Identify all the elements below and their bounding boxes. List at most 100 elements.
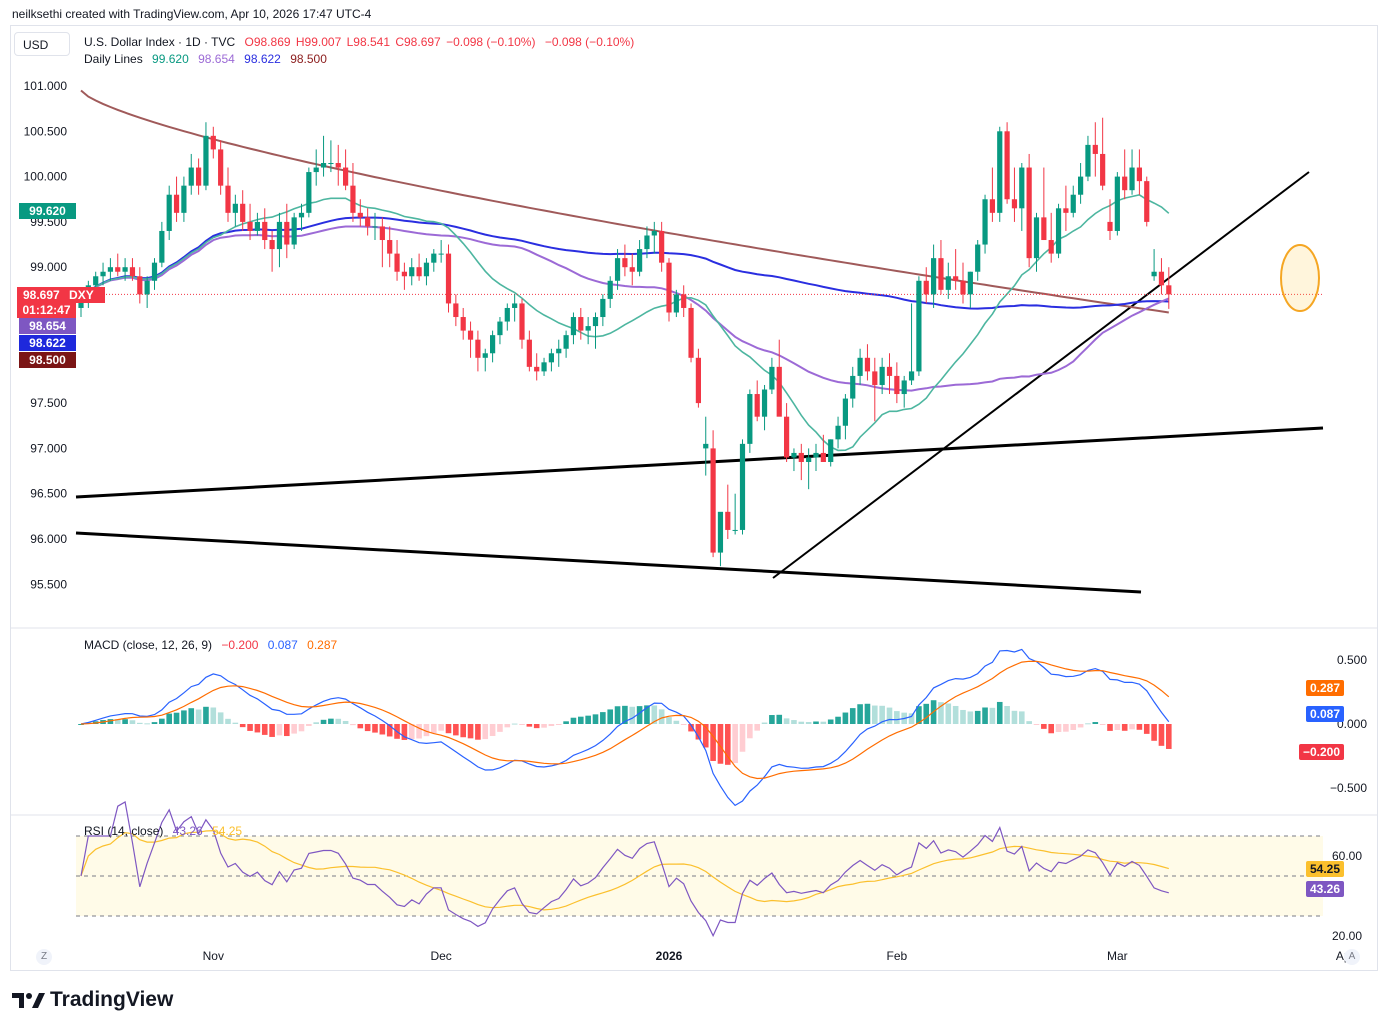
candle-body: [754, 394, 760, 417]
macd-histogram-bar: [1099, 724, 1106, 725]
candle-body: [151, 262, 158, 281]
candle-body: [938, 258, 944, 290]
candle-body: [1129, 167, 1135, 191]
candle-body: [291, 217, 297, 245]
candle-body: [467, 330, 474, 340]
daily-lines-v2: 98.654: [198, 52, 235, 66]
candle-body: [409, 267, 415, 277]
candle-body: [519, 303, 525, 340]
daily-lines-label[interactable]: Daily Lines: [84, 52, 143, 66]
candle-body: [872, 371, 878, 385]
x-axis-label: Mar: [1107, 949, 1128, 963]
macd-histogram-bar: [350, 724, 356, 726]
candle-body: [1122, 176, 1128, 191]
candle-body: [600, 298, 606, 318]
auto-scale-button[interactable]: A: [1344, 949, 1360, 965]
macd-histogram-bar: [166, 713, 172, 724]
price-tick-label: 100.500: [24, 124, 68, 138]
macd-histogram-bar: [320, 719, 327, 724]
macd-tick-label: 0.500: [1337, 653, 1367, 667]
candle-body: [320, 163, 327, 168]
macd-histogram-bar: [269, 724, 275, 737]
macd-histogram-bar: [1033, 724, 1040, 725]
candle-body: [813, 452, 819, 458]
candle-body: [490, 335, 496, 354]
candle-body: [475, 339, 481, 358]
candle-body: [960, 280, 966, 295]
candle-body: [512, 303, 518, 308]
macd-histogram-bar: [533, 724, 540, 729]
candle-body: [284, 221, 290, 245]
macd-histogram-bar: [144, 723, 150, 725]
candle-body: [93, 276, 99, 286]
candle-body: [306, 172, 312, 213]
macd-line-value: 0.087: [267, 638, 298, 652]
candle-body: [975, 244, 981, 272]
macd-histogram-bar: [563, 721, 569, 724]
macd-histogram-bar: [284, 724, 290, 737]
x-axis-label: Nov: [203, 949, 224, 963]
macd-histogram-bar: [460, 724, 466, 738]
macd-histogram-bar: [916, 706, 922, 724]
macd-histogram-bar: [504, 724, 511, 728]
symbol-title[interactable]: U.S. Dollar Index · 1D · TVC: [84, 35, 236, 49]
daily-lines-v1: 99.620: [152, 52, 189, 66]
tradingview-logo[interactable]: TradingView: [12, 988, 173, 1012]
macd-histogram-bar: [945, 703, 952, 724]
macd-histogram-bar: [364, 724, 371, 732]
candle-body: [357, 212, 363, 218]
rsi-title[interactable]: RSI (14, close): [84, 824, 164, 838]
rsi-ma-line: [80, 829, 1169, 911]
candle-body: [372, 226, 378, 228]
macd-histogram-bar: [923, 703, 930, 724]
daily-lines-legend: Daily Lines 99.620 98.654 98.622 98.500: [84, 52, 333, 66]
price-label-sma200: 98.500: [19, 352, 76, 368]
candle-body: [894, 375, 900, 395]
macd-histogram-bar: [1158, 724, 1165, 746]
candle-body: [659, 230, 665, 263]
candle-body: [107, 267, 113, 272]
candle-body: [298, 212, 305, 218]
macd-histogram-bar: [835, 716, 841, 724]
macd-histogram-bar: [849, 708, 856, 724]
candle-body: [629, 267, 635, 272]
macd-histogram-bar: [717, 724, 724, 764]
candle-body: [78, 298, 84, 308]
macd-histogram-bar: [453, 724, 459, 736]
macd-histogram-bar: [408, 724, 415, 740]
candle-body: [401, 271, 407, 277]
candle-body: [828, 439, 834, 462]
macd-histogram-bar: [1151, 724, 1157, 741]
price-tick-label: 100.000: [24, 170, 68, 184]
macd-histogram-bar: [291, 724, 297, 734]
macd-histogram-bar: [864, 703, 871, 724]
macd-histogram-bar: [1121, 724, 1128, 731]
candle-body: [1151, 271, 1157, 277]
macd-histogram-bar: [570, 717, 577, 724]
candle-body: [129, 267, 136, 277]
candle-body: [188, 167, 194, 186]
candle-body: [482, 353, 488, 358]
macd-histogram-bar: [1055, 724, 1062, 732]
candle-body: [784, 416, 790, 458]
macd-title[interactable]: MACD (close, 12, 26, 9): [84, 638, 213, 652]
currency-button[interactable]: USD: [14, 32, 70, 56]
candle-body: [262, 221, 268, 241]
candle-body: [585, 326, 591, 331]
candle-body: [1041, 217, 1047, 241]
candle-body: [637, 249, 643, 272]
macd-histogram-bar: [688, 724, 694, 732]
macd-histogram-bar: [776, 714, 783, 724]
zoom-reset-button[interactable]: Z: [36, 949, 52, 965]
candle-body: [328, 163, 334, 165]
candle-body: [1070, 194, 1076, 213]
candle-body: [710, 448, 716, 553]
candle-body: [203, 135, 209, 186]
macd-histogram-bar: [335, 718, 342, 724]
macd-histogram-bar: [372, 724, 378, 733]
candle-body: [210, 135, 216, 150]
candle-body: [695, 357, 701, 404]
trend-line: [75, 531, 1142, 594]
candle-body: [1144, 181, 1150, 222]
